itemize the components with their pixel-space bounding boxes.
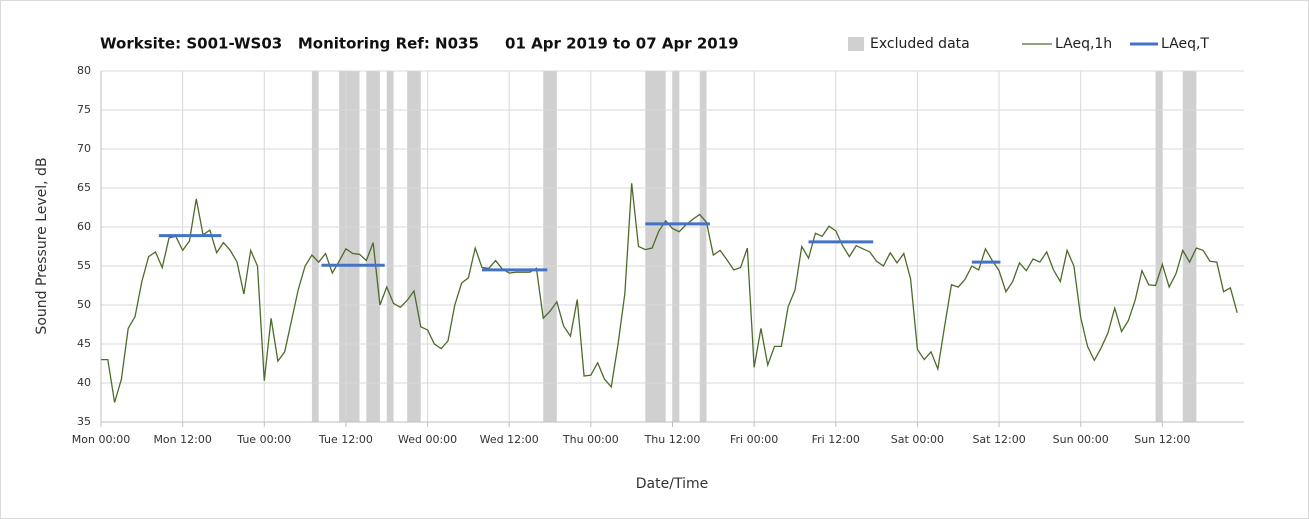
excluded-band — [386, 71, 394, 422]
y-tick-label: 75 — [77, 103, 91, 116]
x-tick-label: Sun 12:00 — [1134, 433, 1190, 446]
excluded-band — [699, 71, 707, 422]
legend-label: LAeq,1h — [1055, 36, 1112, 52]
legend-swatch — [848, 37, 864, 51]
x-tick-label: Wed 00:00 — [398, 433, 457, 446]
y-tick-label: 65 — [77, 181, 91, 194]
excluded-band — [672, 71, 680, 422]
y-tick-label: 80 — [77, 64, 91, 77]
excluded-band — [1155, 71, 1163, 422]
legend-label: Excluded data — [870, 36, 970, 52]
y-axis-title: Sound Pressure Level, dB — [34, 157, 50, 334]
chart-title: Worksite: S001-WS03 Monitoring Ref: N035… — [100, 35, 739, 53]
excluded-band — [543, 71, 557, 422]
x-tick-label: Wed 12:00 — [480, 433, 539, 446]
x-tick-label: Mon 12:00 — [153, 433, 211, 446]
excluded-band — [311, 71, 319, 422]
y-tick-label: 45 — [77, 337, 91, 350]
x-tick-label: Mon 00:00 — [72, 433, 130, 446]
excluded-band — [339, 71, 360, 422]
y-tick-label: 50 — [77, 298, 91, 311]
y-tick-label: 55 — [77, 259, 91, 272]
x-tick-label: Sat 12:00 — [972, 433, 1025, 446]
legend-label: LAeq,T — [1161, 36, 1209, 52]
x-tick-label: Tue 12:00 — [318, 433, 373, 446]
excluded-band — [645, 71, 666, 422]
excluded-band — [407, 71, 421, 422]
y-tick-label: 70 — [77, 142, 91, 155]
x-tick-label: Thu 12:00 — [644, 433, 701, 446]
x-tick-label: Sun 00:00 — [1053, 433, 1109, 446]
y-tick-label: 35 — [77, 415, 91, 428]
y-tick-label: 40 — [77, 376, 91, 389]
x-tick-label: Fri 00:00 — [730, 433, 778, 446]
y-tick-label: 60 — [77, 220, 91, 233]
x-tick-label: Sat 00:00 — [891, 433, 944, 446]
x-tick-label: Fri 12:00 — [812, 433, 860, 446]
excluded-band — [1182, 71, 1197, 422]
x-axis-title: Date/Time — [636, 476, 708, 492]
x-tick-label: Tue 00:00 — [236, 433, 291, 446]
x-tick-label: Thu 00:00 — [562, 433, 619, 446]
